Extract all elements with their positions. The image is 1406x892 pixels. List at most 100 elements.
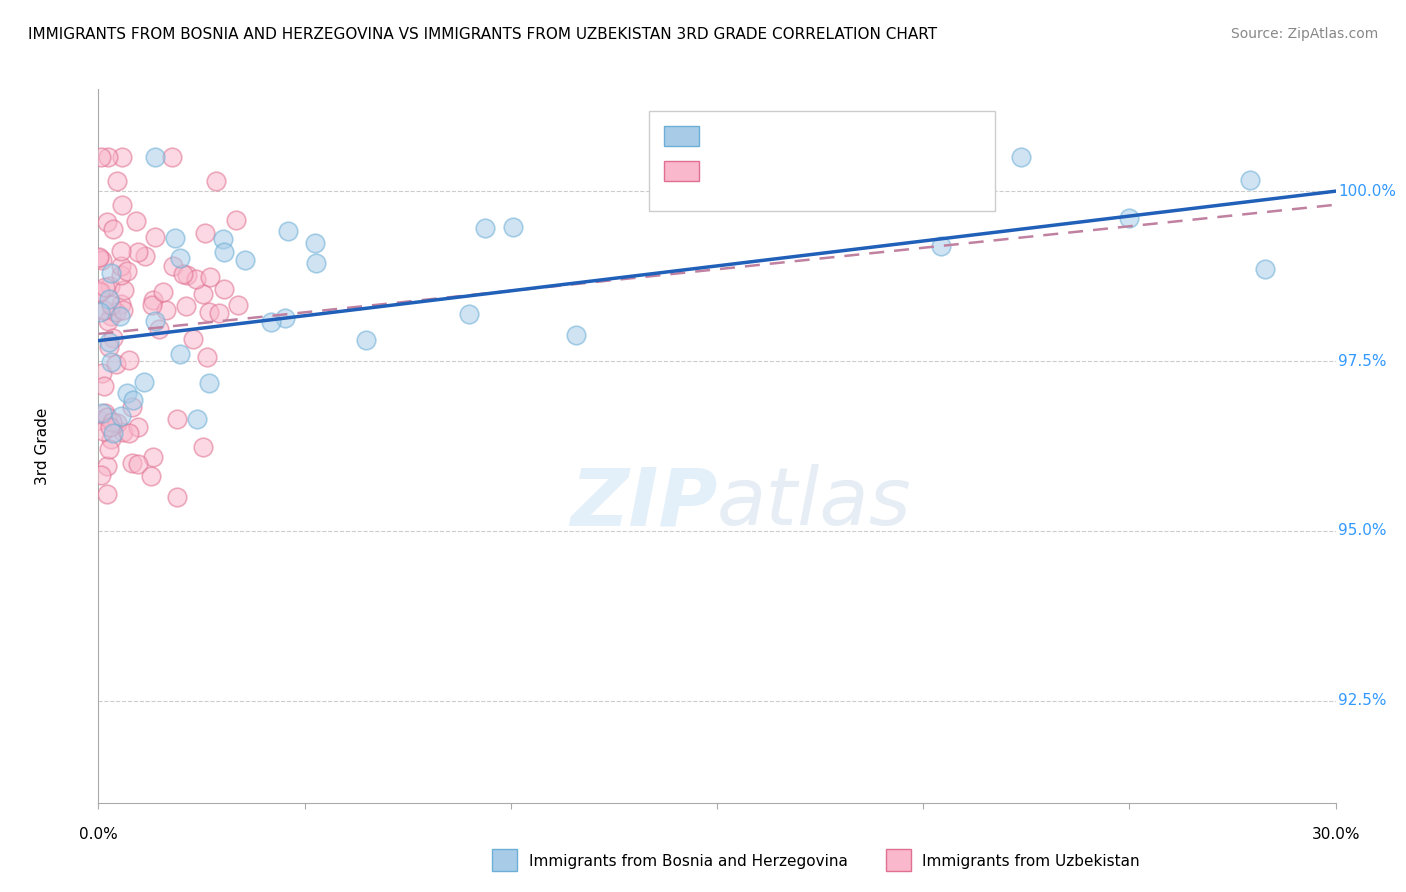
Point (108, 309, 131, 323)
Text: atlas: atlas (717, 464, 912, 542)
Point (105, 416, 128, 430)
Point (89, 413, 111, 427)
Point (104, 305, 127, 319)
Point (89, 285, 111, 299)
Point (90, 150, 112, 164)
Point (304, 236, 326, 251)
Point (118, 353, 141, 368)
Point (121, 456, 143, 470)
Point (115, 264, 138, 278)
Point (127, 457, 149, 471)
Point (152, 285, 174, 300)
Point (142, 450, 165, 464)
Point (141, 298, 163, 312)
Point (122, 392, 145, 407)
Point (110, 297, 132, 311)
Point (98, 279, 121, 293)
Point (127, 245, 149, 260)
Point (457, 307, 479, 321)
Point (277, 224, 299, 238)
Text: 0.0%: 0.0% (79, 827, 118, 841)
Point (110, 409, 132, 423)
Point (91, 406, 114, 420)
Point (1253, 261, 1275, 276)
Point (235, 252, 257, 267)
Point (97, 293, 120, 307)
Point (91, 424, 114, 438)
Point (98, 420, 121, 434)
Point (96, 215, 118, 229)
Text: 3rd Grade: 3rd Grade (35, 408, 51, 484)
Point (228, 298, 250, 312)
Point (305, 256, 328, 270)
Point (474, 220, 496, 235)
Point (565, 328, 588, 343)
Point (155, 303, 177, 318)
Point (105, 174, 128, 188)
Point (1118, 211, 1140, 226)
Text: N = 39: N = 39 (856, 127, 918, 145)
Point (211, 232, 233, 246)
Point (100, 297, 122, 311)
Point (1010, 150, 1032, 164)
Point (96, 458, 118, 473)
Point (163, 230, 186, 244)
FancyBboxPatch shape (650, 111, 995, 211)
Point (141, 468, 163, 483)
Point (94, 406, 117, 420)
Point (105, 357, 128, 371)
Point (174, 300, 197, 314)
Text: Immigrants from Uzbekistan: Immigrants from Uzbekistan (922, 855, 1140, 869)
Point (100, 432, 122, 446)
Text: R = 0.230: R = 0.230 (713, 127, 804, 145)
Point (94, 280, 117, 294)
Point (112, 283, 135, 297)
Point (93, 302, 115, 317)
FancyBboxPatch shape (664, 126, 699, 145)
Point (90, 468, 112, 483)
Point (121, 400, 143, 414)
Point (89, 305, 111, 319)
Point (143, 150, 166, 164)
Point (103, 425, 125, 440)
Point (191, 440, 214, 454)
Point (125, 214, 148, 228)
Point (117, 386, 139, 401)
Point (212, 282, 235, 296)
Point (111, 303, 134, 318)
Text: 30.0%: 30.0% (1312, 827, 1360, 841)
Point (943, 150, 966, 164)
Point (195, 350, 218, 364)
Text: R = 0.042: R = 0.042 (713, 162, 804, 180)
Point (169, 251, 191, 265)
Point (103, 331, 125, 345)
Point (97, 334, 120, 349)
Point (194, 226, 217, 240)
Point (205, 174, 228, 188)
Point (172, 267, 194, 281)
Point (191, 286, 214, 301)
Text: Immigrants from Bosnia and Herzegovina: Immigrants from Bosnia and Herzegovina (529, 855, 848, 869)
Point (98, 340, 121, 354)
Point (502, 220, 524, 235)
Point (89, 251, 111, 265)
Point (931, 239, 953, 253)
Point (200, 270, 222, 285)
Point (97, 314, 120, 328)
Point (134, 249, 156, 263)
Point (103, 221, 125, 235)
Point (142, 293, 165, 307)
Point (143, 314, 166, 328)
Point (184, 271, 207, 285)
Point (111, 425, 134, 439)
FancyBboxPatch shape (664, 161, 699, 181)
Point (273, 310, 295, 325)
Point (110, 268, 132, 282)
Point (101, 416, 124, 430)
Text: 100.0%: 100.0% (1339, 184, 1396, 199)
Point (100, 355, 122, 369)
Point (89, 285, 111, 300)
Point (111, 150, 134, 164)
Point (98, 442, 121, 456)
Text: N = 81: N = 81 (856, 162, 918, 180)
